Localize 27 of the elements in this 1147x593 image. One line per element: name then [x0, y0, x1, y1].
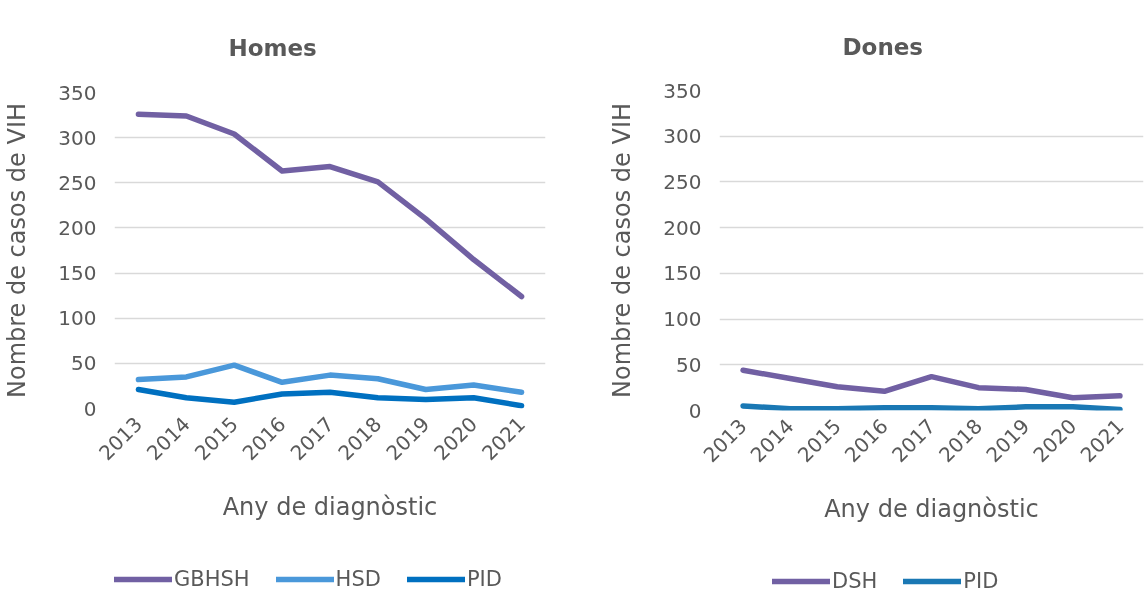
chart-title: Homes: [228, 34, 317, 61]
y-tick-label: 150: [58, 261, 97, 286]
y-axis-title: Nombre de casos de VIH: [608, 102, 637, 398]
y-tick-label: 50: [71, 351, 97, 376]
legend-label: PID: [466, 567, 502, 591]
y-tick-label: 100: [663, 307, 702, 332]
y-tick-label: 50: [676, 352, 702, 377]
y-tick-label: 350: [58, 80, 97, 105]
y-tick-label: 250: [663, 169, 702, 194]
y-tick-label: 200: [58, 215, 97, 240]
y-tick-label: 350: [663, 78, 702, 103]
y-tick-label: 250: [58, 170, 97, 195]
y-tick-label: 0: [83, 396, 97, 421]
y-tick-label: 150: [663, 261, 702, 286]
legend-label: GBHSH: [174, 567, 250, 591]
y-tick-label: 200: [663, 215, 702, 240]
y-tick-label: 300: [58, 125, 97, 150]
chart-title: Dones: [842, 33, 924, 60]
x-axis-title: Any de diagnòstic: [222, 493, 438, 522]
y-axis-title: Nombre de casos de VIH: [3, 102, 32, 398]
y-tick-label: 300: [663, 124, 702, 149]
legend-label: DSH: [832, 569, 878, 593]
legend-label: PID: [963, 569, 999, 593]
legend-label: HSD: [335, 567, 381, 591]
y-tick-label: 100: [58, 306, 97, 331]
x-axis-title: Any de diagnòstic: [824, 495, 1039, 524]
y-tick-label: 0: [688, 398, 702, 423]
